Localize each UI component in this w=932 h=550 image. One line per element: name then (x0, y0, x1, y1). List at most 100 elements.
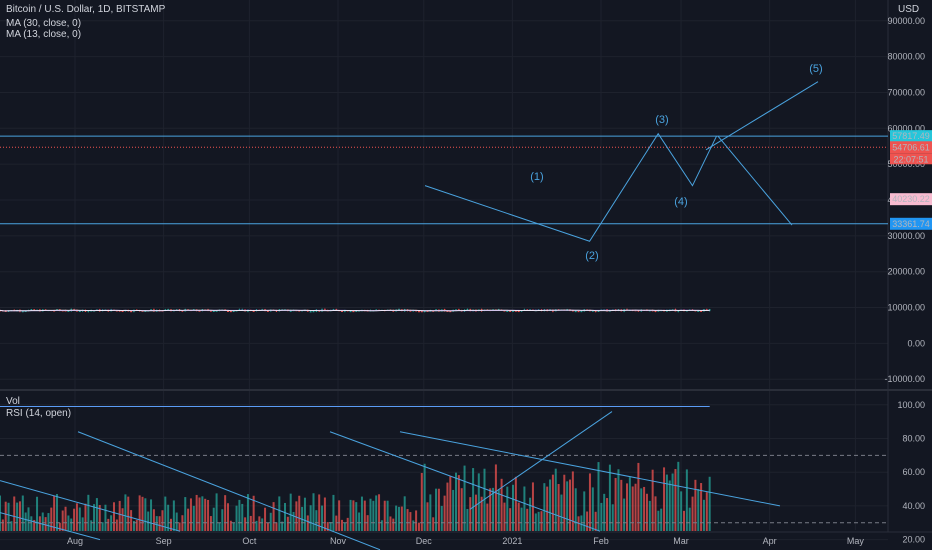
volume-bar (360, 496, 363, 531)
volume-bar (708, 476, 711, 531)
volume-bar (591, 487, 594, 531)
volume-bar (207, 499, 210, 531)
volume-bar (227, 503, 229, 531)
vol-legend[interactable]: Vol (6, 396, 20, 407)
volume-bar (688, 507, 691, 531)
volume-bar (41, 512, 44, 531)
volume-bar (238, 499, 241, 531)
volume-bar (529, 497, 532, 531)
volume-bar (432, 517, 435, 531)
candle-body (232, 310, 235, 312)
last-price-tag-bg (890, 141, 932, 154)
volume-bar (523, 486, 526, 531)
volume-bar (685, 469, 688, 531)
volume-bar (554, 468, 557, 531)
volume-bar (221, 509, 224, 531)
volume-bar (252, 495, 255, 531)
rsi-axis-label: 80.00 (902, 434, 925, 444)
volume-bar (415, 510, 418, 531)
candle-body (506, 310, 509, 312)
ma13-legend[interactable]: MA (13, close, 0) (6, 29, 82, 40)
candle-body (349, 311, 352, 313)
volume-bar (472, 468, 475, 531)
volume-bar (318, 494, 321, 531)
volume-bar (332, 494, 335, 531)
time-axis-label: May (847, 536, 865, 546)
volume-bar (651, 469, 654, 531)
candle-body (697, 310, 700, 312)
volume-bar (417, 522, 420, 531)
volume-bar (187, 508, 190, 531)
volume-bar (101, 522, 104, 531)
ma30-legend[interactable]: MA (30, close, 0) (6, 18, 82, 29)
volume-bar (192, 505, 195, 531)
time-axis-label: Feb (593, 536, 609, 546)
time-axis-label: Aug (67, 536, 83, 546)
price-axis-label: -10000.00 (884, 374, 925, 384)
volume-bar (78, 507, 81, 531)
candle-body (209, 310, 212, 312)
volume-bar (355, 502, 358, 531)
volume-bar (443, 495, 446, 531)
candle-body (130, 311, 133, 313)
volume-bar (392, 518, 395, 531)
wave-label-5: (5) (809, 63, 822, 75)
candle-body (24, 311, 27, 313)
candle-body (33, 309, 36, 311)
volume-bar (363, 500, 366, 531)
volume-bar (492, 487, 495, 531)
volume-bar (426, 502, 429, 531)
volume-bar (286, 516, 289, 531)
candle-body (355, 310, 358, 312)
rsi-trendline-2 (77, 431, 381, 550)
price-axis-label: 20000.00 (887, 267, 925, 277)
volume-bar (264, 507, 267, 531)
volume-bar (295, 501, 298, 531)
volume-bar (534, 513, 537, 531)
candle-body (30, 309, 33, 311)
candle-body (227, 310, 229, 312)
wave-label-2: (2) (585, 250, 598, 262)
volume-bar (620, 479, 623, 531)
volume-bar (53, 495, 56, 531)
rsi-legend[interactable]: RSI (14, open) (6, 408, 72, 419)
price-axis-label: 30000.00 (887, 231, 925, 241)
volume-bar (229, 520, 232, 531)
volume-bar (358, 512, 361, 531)
volume-bar (614, 477, 617, 531)
volume-bar (241, 503, 244, 531)
volume-bar (509, 508, 512, 531)
volume-bar (668, 480, 671, 531)
volume-bar (375, 495, 378, 531)
volume-bar (677, 461, 680, 531)
volume-bar (563, 474, 566, 531)
price-axis-label: 0.00 (907, 338, 925, 348)
volume-bar (606, 498, 609, 531)
volume-bar (10, 521, 13, 531)
countdown-tag: 22:07:51 (893, 154, 928, 164)
candle-body (514, 310, 517, 312)
volume-bar (118, 500, 121, 531)
volume-bar (204, 498, 207, 531)
candle-body (426, 310, 429, 312)
volume-bar (30, 516, 33, 531)
volume-bar (93, 504, 96, 531)
volume-bar (349, 499, 352, 531)
rsi-trendline-5 (469, 411, 613, 510)
volume-bar (195, 494, 198, 531)
volume-bar (121, 508, 124, 531)
candle-body (87, 310, 90, 312)
volume-bar (281, 521, 284, 531)
volume-bar (36, 496, 39, 531)
volume-bar (312, 493, 315, 531)
volume-bar (7, 502, 10, 531)
candle-body (215, 310, 218, 312)
candle-body (121, 310, 124, 312)
volume-bar (600, 502, 603, 531)
volume-bar (90, 520, 93, 531)
volume-bar (255, 520, 258, 531)
volume-bar (457, 475, 460, 531)
volume-bar (611, 504, 614, 531)
volume-bar (469, 497, 472, 531)
